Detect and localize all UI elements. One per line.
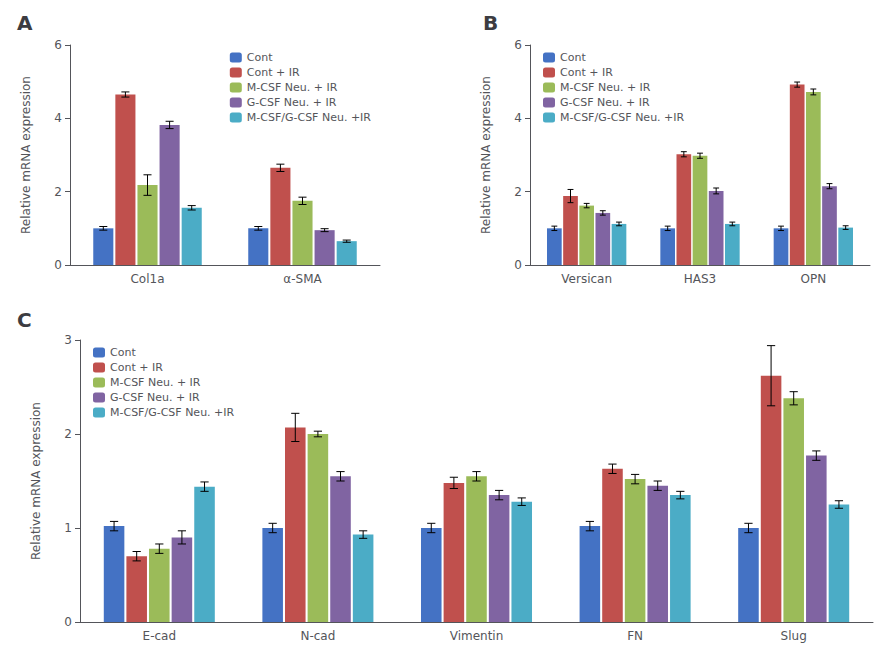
svg-text:4: 4 xyxy=(514,111,522,125)
svg-text:0: 0 xyxy=(64,615,72,629)
svg-text:M-CSF/G-CSF Neu. +IR: M-CSF/G-CSF Neu. +IR xyxy=(560,111,685,124)
svg-text:Cont: Cont xyxy=(247,51,273,64)
svg-text:2: 2 xyxy=(64,427,72,441)
svg-text:HAS3: HAS3 xyxy=(684,272,716,286)
svg-text:Cont: Cont xyxy=(110,346,136,359)
svg-text:2: 2 xyxy=(514,185,522,199)
svg-text:FN: FN xyxy=(627,629,643,643)
svg-text:N-cad: N-cad xyxy=(300,629,335,643)
svg-text:A: A xyxy=(17,11,33,35)
svg-text:Vimentin: Vimentin xyxy=(450,629,504,643)
svg-text:Cont + IR: Cont + IR xyxy=(560,66,613,79)
svg-text:Col1a: Col1a xyxy=(130,272,164,286)
svg-text:Versican: Versican xyxy=(561,272,612,286)
svg-text:4: 4 xyxy=(54,111,62,125)
svg-text:M-CSF Neu. + IR: M-CSF Neu. + IR xyxy=(110,376,201,389)
svg-text:6: 6 xyxy=(514,38,522,52)
svg-text:G-CSF Neu. + IR: G-CSF Neu. + IR xyxy=(560,96,650,109)
svg-text:E-cad: E-cad xyxy=(143,629,176,643)
svg-text:M-CSF Neu. + IR: M-CSF Neu. + IR xyxy=(247,81,338,94)
svg-text:M-CSF Neu. + IR: M-CSF Neu. + IR xyxy=(560,81,651,94)
svg-text:M-CSF/G-CSF Neu. +IR: M-CSF/G-CSF Neu. +IR xyxy=(247,111,372,124)
svg-text:6: 6 xyxy=(54,38,62,52)
svg-text:0: 0 xyxy=(54,258,62,272)
svg-text:Relative mRNA expression: Relative mRNA expression xyxy=(479,76,493,234)
svg-text:C: C xyxy=(17,308,32,332)
svg-text:Cont + IR: Cont + IR xyxy=(247,66,300,79)
svg-text:Slug: Slug xyxy=(781,629,807,643)
svg-text:0: 0 xyxy=(514,258,522,272)
svg-text:1: 1 xyxy=(64,521,72,535)
svg-text:Relative mRNA expression: Relative mRNA expression xyxy=(19,76,33,234)
svg-text:Cont: Cont xyxy=(560,51,586,64)
svg-text:2: 2 xyxy=(54,185,62,199)
svg-text:G-CSF Neu. + IR: G-CSF Neu. + IR xyxy=(247,96,337,109)
svg-text:G-CSF Neu. + IR: G-CSF Neu. + IR xyxy=(110,391,200,404)
svg-text:M-CSF/G-CSF Neu. +IR: M-CSF/G-CSF Neu. +IR xyxy=(110,406,235,419)
svg-text:B: B xyxy=(483,11,498,35)
svg-text:Relative mRNA expression: Relative mRNA expression xyxy=(29,402,43,560)
svg-text:3: 3 xyxy=(64,333,72,347)
svg-text:Cont + IR: Cont + IR xyxy=(110,361,163,374)
svg-text:OPN: OPN xyxy=(800,272,826,286)
svg-text:α-SMA: α-SMA xyxy=(283,272,322,286)
